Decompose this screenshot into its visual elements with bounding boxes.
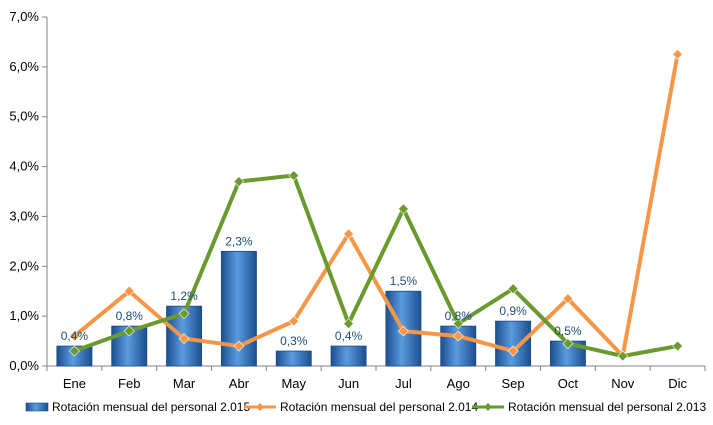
series-point bbox=[343, 318, 355, 330]
y-tick-label: 0,0% bbox=[9, 358, 39, 373]
series-point bbox=[452, 318, 464, 330]
line-series bbox=[68, 48, 684, 362]
data-label: 1,5% bbox=[390, 274, 418, 288]
x-tick-label: Ago bbox=[447, 376, 470, 391]
data-label: 0,5% bbox=[554, 324, 582, 338]
legend-label: Rotación mensual del personal 2.013 bbox=[508, 400, 706, 414]
series-point bbox=[617, 350, 629, 362]
data-label: 2,3% bbox=[225, 234, 253, 248]
series-line bbox=[72, 173, 680, 359]
y-tick-label: 3,0% bbox=[9, 208, 39, 223]
series-point bbox=[562, 293, 574, 305]
y-tick-label: 1,0% bbox=[9, 308, 39, 323]
y-tick-label: 5,0% bbox=[9, 109, 39, 124]
x-tick-label: Nov bbox=[611, 376, 635, 391]
series-point bbox=[233, 340, 245, 352]
series-point bbox=[178, 308, 190, 320]
legend-marker bbox=[256, 403, 264, 411]
series-point bbox=[452, 330, 464, 342]
data-labels: 0,4% 0,8% 1,2% 2,3% 0,3% 0,4% 1,5% 0,8% 0,9% 0,5% bbox=[61, 234, 582, 348]
x-tick-label: Feb bbox=[118, 376, 140, 391]
series-point bbox=[68, 345, 80, 357]
series-point bbox=[507, 283, 519, 295]
data-label: 0,4% bbox=[335, 329, 363, 343]
data-label: 1,2% bbox=[170, 289, 198, 303]
y-tick-label: 2,0% bbox=[9, 258, 39, 273]
series-point bbox=[562, 338, 574, 349]
series-point bbox=[672, 48, 684, 60]
bar bbox=[275, 350, 312, 367]
x-tick-label: Oct bbox=[558, 376, 579, 391]
x-tick-label: Mar bbox=[173, 376, 196, 391]
bar bbox=[330, 345, 367, 367]
y-tick-label: 7,0% bbox=[9, 9, 39, 24]
bar bbox=[495, 320, 532, 367]
series-point bbox=[178, 333, 190, 345]
x-tick-label: Abr bbox=[229, 376, 250, 391]
y-tick-label: 4,0% bbox=[9, 159, 39, 174]
series-point bbox=[288, 315, 300, 327]
x-tick-label: Sep bbox=[502, 376, 525, 391]
series-point bbox=[343, 228, 355, 240]
y-axis: 0,0% 1,0% 2,0% 3,0% 4,0% 5,0% 6,0% 7,0% bbox=[9, 9, 48, 373]
legend: Rotación mensual del personal 2.015 Rotac… bbox=[25, 400, 706, 414]
x-axis: Ene Feb Mar Abr May Jun Jul Ago Sep Oct Nov Dic bbox=[46, 365, 706, 391]
x-tick-label: May bbox=[281, 376, 306, 391]
series-point bbox=[123, 325, 135, 337]
x-tick-label: Ene bbox=[63, 376, 86, 391]
x-tick-label: Dic bbox=[668, 376, 687, 391]
series-line bbox=[72, 52, 680, 359]
series-point bbox=[68, 330, 80, 342]
legend-label: Rotación mensual del personal 2.015 bbox=[52, 400, 250, 414]
data-label: 0,3% bbox=[280, 334, 308, 348]
series-point bbox=[123, 285, 135, 297]
legend-swatch bbox=[25, 402, 49, 412]
series-point bbox=[507, 345, 519, 357]
x-tick-label: Jul bbox=[395, 376, 412, 391]
series-point bbox=[397, 203, 409, 215]
series-point bbox=[397, 325, 409, 337]
data-label: 0,8% bbox=[445, 309, 473, 323]
x-tick-label: Jun bbox=[338, 376, 359, 391]
data-label: 0,9% bbox=[499, 304, 527, 318]
legend-label: Rotación mensual del personal 2.014 bbox=[280, 400, 478, 414]
series-point bbox=[233, 176, 245, 187]
series-point bbox=[288, 170, 300, 181]
data-label: 0,8% bbox=[116, 309, 144, 323]
y-tick-label: 6,0% bbox=[9, 59, 39, 74]
legend-marker bbox=[484, 403, 492, 411]
series-point bbox=[672, 340, 684, 352]
data-label: 0,4% bbox=[61, 329, 89, 343]
